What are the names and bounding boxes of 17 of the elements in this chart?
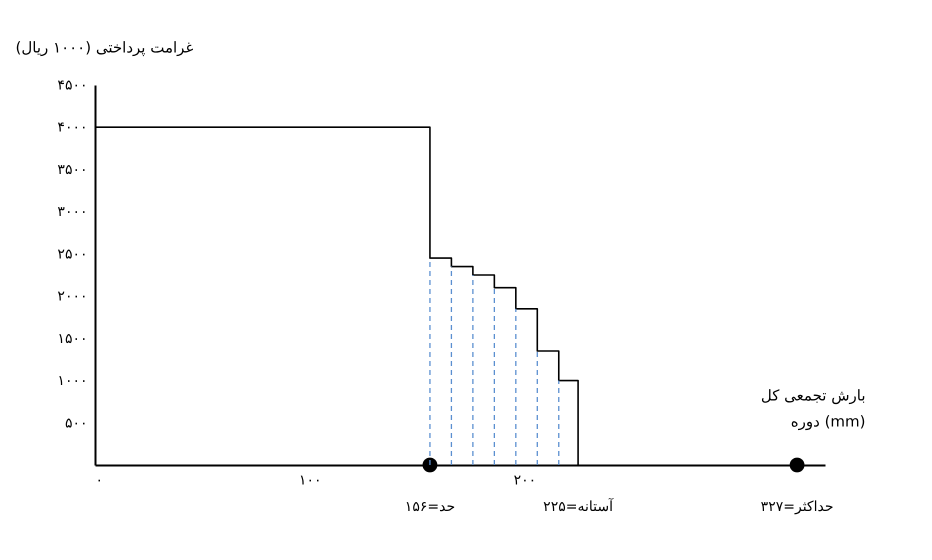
y-axis-title: غرامت پرداختی (۱۰۰۰ ریال): [16, 38, 194, 56]
x-axis-title: بارش تجمعی کل دوره (mm): [760, 386, 866, 430]
y-tick-label: ۱۰۰۰: [57, 373, 88, 390]
y-tick-label: ۲۵۰۰: [57, 246, 88, 262]
y-tick-label: ۵۰۰: [64, 415, 88, 432]
y-tick-label: ۲۰۰۰: [57, 288, 88, 305]
y-tick-label: ۱۵۰۰: [57, 330, 88, 347]
x-tick-label: ۱۰۰: [298, 472, 322, 488]
annotation: حد=۱۵۶: [404, 499, 456, 515]
x-tick-label: ۲۰۰: [514, 472, 536, 488]
y-tick-label: ۴۵۰۰: [57, 78, 88, 94]
annotation: حداکثر=۳۲۷: [760, 499, 834, 515]
y-tick-label: ۴۰۰۰: [57, 120, 88, 136]
y-tick-label: ۳۰۰۰: [57, 204, 88, 220]
x-tick-label: ۰: [96, 472, 104, 488]
y-tick-label: ۳۵۰۰: [57, 162, 88, 178]
annotation: آستانه=۲۲۵: [543, 497, 614, 515]
